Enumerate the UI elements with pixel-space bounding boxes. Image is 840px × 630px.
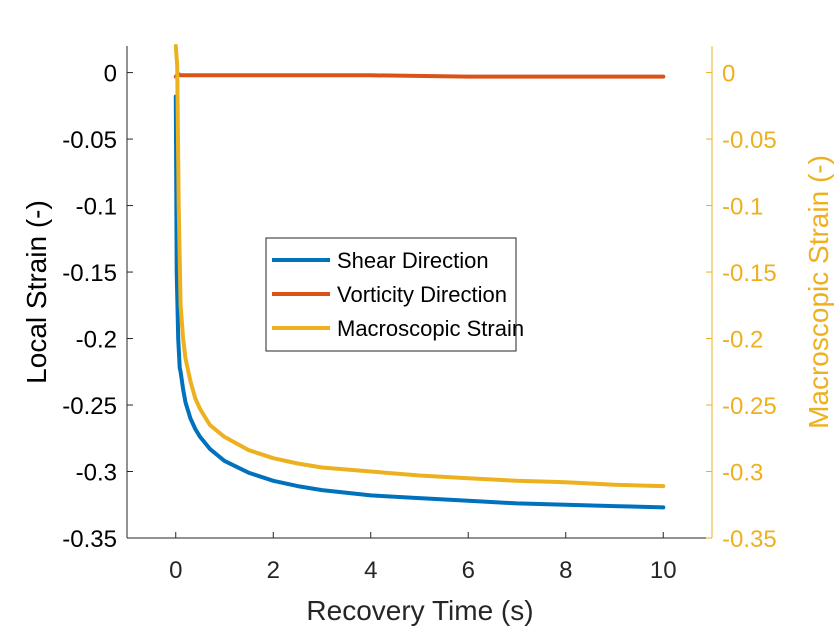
series-layer — [173, 44, 666, 510]
legend-label-vorticity: Vorticity Direction — [337, 282, 507, 307]
left-y-axis-title: Local Strain (-) — [21, 200, 52, 384]
legend-label-shear: Shear Direction — [337, 248, 489, 273]
axes-layer: 0 2 4 6 8 10 0 0 -0.05 -0.05 -0.1 -0.1 -0.15 -0.15 -0.… — [62, 46, 777, 584]
vorticity-direction-line — [173, 71, 666, 79]
right-y-tick-label: -0.1 — [722, 194, 763, 221]
left-y-tick-label: -0.25 — [62, 393, 117, 420]
right-y-axis-title: Macroscopic Strain (-) — [803, 155, 834, 429]
shear-direction-line — [173, 94, 666, 510]
left-y-tick-label: 0 — [104, 61, 117, 88]
right-y-tick-label: 0 — [722, 61, 735, 88]
right-y-tick-label: -0.2 — [722, 327, 763, 354]
legend-label-macroscopic: Macroscopic Strain — [337, 316, 524, 341]
left-y-tick-label: -0.15 — [62, 260, 117, 287]
x-tick-label: 6 — [462, 557, 475, 584]
left-y-tick-label: -0.05 — [62, 127, 117, 154]
legend: Shear Direction Vorticity Direction Macr… — [265, 237, 524, 352]
macroscopic-strain-line — [173, 44, 666, 489]
x-tick-label: 4 — [364, 557, 377, 584]
x-tick-label: 10 — [650, 557, 677, 584]
left-y-tick-label: -0.3 — [76, 460, 117, 487]
right-y-tick-label: -0.35 — [722, 526, 777, 553]
right-y-tick-label: -0.25 — [722, 393, 777, 420]
right-y-tick-label: -0.05 — [722, 127, 777, 154]
right-y-tick-label: -0.15 — [722, 260, 777, 287]
left-y-tick-label: -0.2 — [76, 327, 117, 354]
right-y-tick-label: -0.3 — [722, 460, 763, 487]
x-tick-label: 0 — [169, 557, 182, 584]
x-tick-label: 2 — [267, 557, 280, 584]
x-axis-title: Recovery Time (s) — [306, 595, 533, 626]
left-y-tick-label: -0.1 — [76, 194, 117, 221]
x-tick-label: 8 — [559, 557, 572, 584]
left-y-tick-label: -0.35 — [62, 526, 117, 553]
